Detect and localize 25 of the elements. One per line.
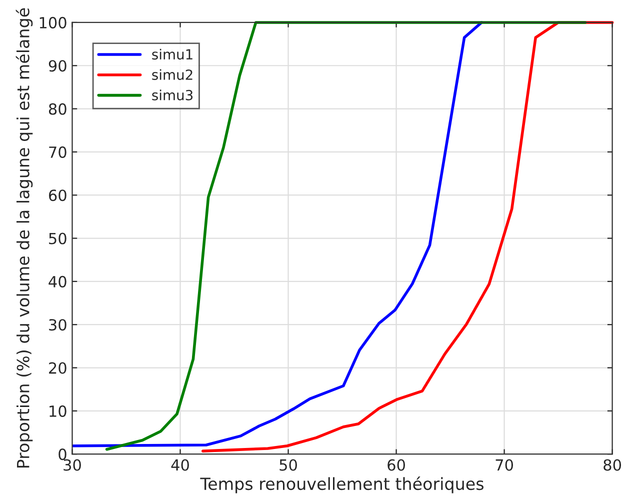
legend-label: simu1 [152,48,192,60]
line-series [105,21,587,451]
y-tick-label: 80 [48,103,66,115]
x-tick-label: 30 [64,459,81,471]
line-series [72,21,483,448]
y-tick-label: 50 [49,232,66,244]
y-tick-label: 100 [40,16,66,28]
x-axis-title: Temps renouvellement théoriques [200,476,484,494]
legend-label: simu3 [152,90,193,100]
legend-label: simu2 [152,69,192,80]
y-tick-label: 0 [58,448,66,460]
y-tick-label: 90 [48,60,66,72]
x-tick-label: 60 [388,459,405,471]
y-tick-label: 60 [48,190,66,202]
x-tick-label: 70 [496,459,513,471]
y-tick-label: 10 [50,405,66,417]
y-tick-label: 70 [49,146,66,158]
y-axis-title: Proportion (%) du volume de la lagune qui est mélangé [16,8,33,468]
x-tick-label: 50 [280,459,297,471]
y-tick-label: 30 [49,319,66,331]
x-tick-label: 80 [604,459,622,471]
y-tick-label: 40 [48,276,66,288]
y-tick-label: 20 [49,362,66,374]
line-series [202,21,614,452]
x-tick-label: 40 [171,459,189,471]
